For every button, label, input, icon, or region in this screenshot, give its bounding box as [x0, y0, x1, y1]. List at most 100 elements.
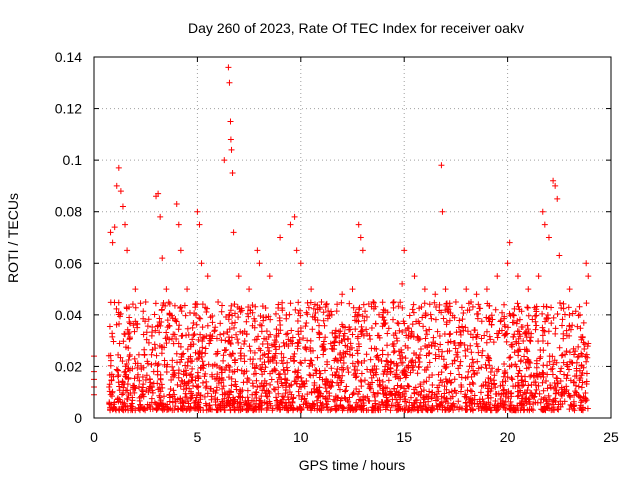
- bulk-point: [269, 405, 276, 412]
- bulk-point: [474, 343, 481, 350]
- data-point: [122, 221, 129, 228]
- bulk-point: [273, 339, 280, 346]
- bulk-point: [356, 304, 363, 311]
- bulk-point: [360, 405, 367, 412]
- bulk-point: [213, 335, 220, 342]
- bulk-point: [436, 382, 443, 389]
- bulk-point: [580, 393, 587, 400]
- bulk-point: [283, 364, 290, 371]
- bulk-point: [349, 391, 356, 398]
- bulk-point: [421, 366, 428, 373]
- bulk-point: [337, 328, 344, 335]
- bulk-point: [473, 340, 480, 347]
- bulk-point: [563, 361, 570, 368]
- bulk-point: [120, 384, 127, 391]
- bulk-point: [532, 390, 539, 397]
- bulk-point: [582, 389, 589, 396]
- bulk-point: [443, 378, 450, 385]
- bulk-point: [177, 343, 184, 350]
- bulk-point: [175, 340, 182, 347]
- bulk-point: [457, 340, 464, 347]
- bulk-point: [426, 388, 433, 395]
- bulk-point: [545, 392, 552, 399]
- bulk-point: [263, 328, 270, 335]
- bulk-point: [449, 360, 456, 367]
- bulk-point: [144, 404, 151, 411]
- bulk-point: [169, 399, 176, 406]
- bulk-point: [287, 300, 294, 307]
- bulk-point: [393, 367, 400, 374]
- data-point: [157, 213, 164, 220]
- bulk-point: [475, 301, 482, 308]
- data-point: [442, 286, 449, 293]
- bulk-point: [566, 312, 573, 319]
- bulk-point: [195, 336, 202, 343]
- bulk-point: [464, 328, 471, 335]
- bulk-point: [323, 300, 330, 307]
- bulk-point: [548, 366, 555, 373]
- bulk-point: [502, 398, 509, 405]
- bulk-point: [250, 356, 257, 363]
- bulk-point: [156, 342, 163, 349]
- data-point: [225, 64, 232, 71]
- bulk-point: [233, 331, 240, 338]
- bulk-point: [252, 303, 259, 310]
- bulk-point: [353, 385, 360, 392]
- bulk-point: [572, 388, 579, 395]
- bulk-point: [274, 378, 281, 385]
- bulk-point: [213, 351, 220, 358]
- bulk-point: [197, 392, 204, 399]
- bulk-point: [312, 309, 319, 316]
- bulk-point: [180, 350, 187, 357]
- bulk-point: [199, 338, 206, 345]
- bulk-point: [541, 403, 548, 410]
- bulk-point: [132, 318, 139, 325]
- data-point: [401, 247, 408, 254]
- bulk-point: [298, 406, 305, 413]
- bulk-point: [214, 396, 221, 403]
- bulk-point: [134, 324, 141, 331]
- bulk-point: [445, 339, 452, 346]
- bulk-point: [158, 350, 165, 357]
- data-point: [357, 234, 364, 241]
- bulk-point: [273, 394, 280, 401]
- bulk-point: [284, 393, 291, 400]
- bulk-point: [113, 305, 120, 312]
- bulk-point: [134, 360, 141, 367]
- bulk-point: [263, 380, 270, 387]
- bulk-point: [381, 368, 388, 375]
- bulk-point: [306, 363, 313, 370]
- bulk-point: [247, 307, 254, 314]
- bulk-point: [539, 310, 546, 317]
- bulk-point: [570, 345, 577, 352]
- bulk-point: [344, 365, 351, 372]
- bulk-point: [141, 352, 148, 359]
- bulk-point: [412, 384, 419, 391]
- bulk-point: [302, 323, 309, 330]
- bulk-point: [197, 315, 204, 322]
- bulk-point: [146, 383, 153, 390]
- bulk-point: [520, 407, 527, 414]
- bulk-point: [281, 343, 288, 350]
- bulk-point: [203, 378, 210, 385]
- bulk-point: [540, 373, 547, 380]
- bulk-point: [517, 400, 524, 407]
- bulk-point: [267, 316, 274, 323]
- bulk-point: [292, 368, 299, 375]
- bulk-point: [397, 375, 404, 382]
- bulk-point: [385, 377, 392, 384]
- bulk-point: [546, 358, 553, 365]
- bulk-point: [516, 367, 523, 374]
- bulk-point: [243, 330, 250, 337]
- data-point: [550, 177, 557, 184]
- y-axis-label: ROTI / TECUs: [5, 193, 21, 283]
- bulk-point: [354, 312, 361, 319]
- bulk-point: [515, 340, 522, 347]
- bulk-point: [256, 403, 263, 410]
- bulk-point: [528, 381, 535, 388]
- bulk-point: [171, 372, 178, 379]
- bulk-point: [245, 406, 252, 413]
- bulk-point: [334, 366, 341, 373]
- bulk-point: [442, 307, 449, 314]
- bulk-point: [149, 329, 156, 336]
